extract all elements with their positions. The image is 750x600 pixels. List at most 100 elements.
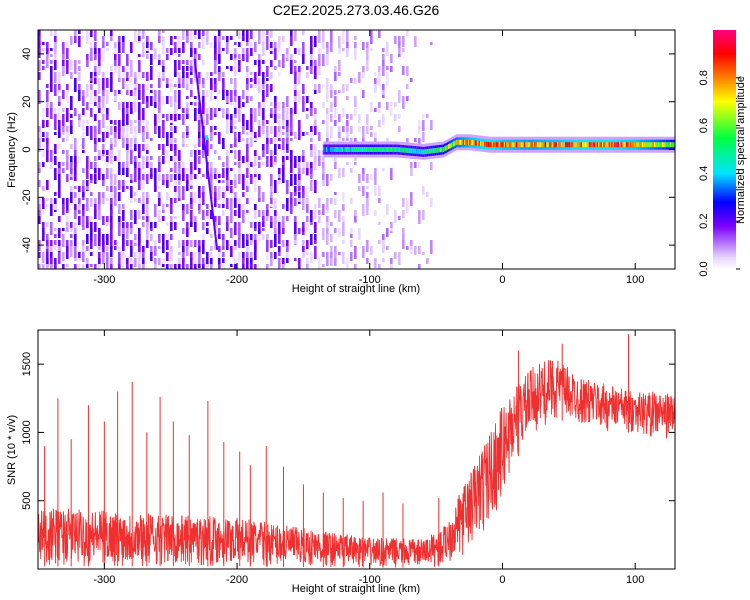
heatmap-cell xyxy=(238,204,241,218)
heatmap-cell xyxy=(290,30,293,41)
heatmap-cell xyxy=(346,96,349,100)
heatmap-cell xyxy=(50,240,53,248)
heatmap-cell xyxy=(534,142,536,148)
heatmap-cell xyxy=(338,138,341,144)
heatmap-cell xyxy=(94,96,97,103)
heatmap-cell xyxy=(74,234,77,247)
heatmap-cell xyxy=(254,222,257,229)
heatmap-cell xyxy=(178,264,181,269)
heatmap-cell xyxy=(110,174,113,184)
heatmap-cell xyxy=(414,36,417,47)
heatmap-cell xyxy=(186,228,189,237)
heatmap-cell xyxy=(74,192,77,198)
heatmap-cell xyxy=(258,174,261,180)
heatmap-cell xyxy=(82,192,85,197)
heatmap-cell xyxy=(222,204,225,208)
heatmap-cell xyxy=(222,162,225,167)
heatmap-cell xyxy=(421,149,424,155)
heatmap-cell xyxy=(54,42,57,56)
heatmap-cell xyxy=(178,60,181,70)
heatmap-cell xyxy=(310,102,313,110)
heatmap-cell xyxy=(230,54,233,60)
heatmap-cell xyxy=(392,147,394,152)
heatmap-cell xyxy=(74,30,77,39)
heatmap-cell xyxy=(142,210,145,214)
heatmap-cell xyxy=(358,228,361,240)
heatmap-cell xyxy=(350,168,353,173)
heatmap-cell xyxy=(86,264,89,268)
heatmap-cell xyxy=(334,156,337,163)
heatmap-cell xyxy=(206,138,209,151)
heatmap-cell xyxy=(138,234,141,245)
heatmap-cell xyxy=(374,72,377,76)
heatmap-cell xyxy=(298,48,301,55)
heatmap-cell xyxy=(138,258,141,269)
colorbar-tick-label: 0.2 xyxy=(698,214,710,229)
heatmap-cell xyxy=(651,142,653,148)
heatmap-cell xyxy=(182,162,185,170)
heatmap-cell xyxy=(42,48,45,51)
heatmap-cell xyxy=(234,264,237,269)
heatmap-cell xyxy=(246,186,249,192)
heatmap-cell xyxy=(465,139,467,145)
heatmap-cell xyxy=(150,96,153,106)
heatmap-cell xyxy=(178,72,181,82)
heatmap-cell xyxy=(422,132,425,142)
heatmap-cell xyxy=(70,240,73,250)
heatmap-cell xyxy=(62,252,65,261)
heatmap-cell xyxy=(362,204,365,216)
heatmap-cell xyxy=(250,252,253,262)
heatmap-cell xyxy=(70,114,73,118)
heatmap-cell xyxy=(162,240,165,253)
heatmap-cell xyxy=(350,228,353,235)
heatmap-cell xyxy=(314,126,317,135)
heatmap-cell xyxy=(430,240,433,254)
heatmap-cell xyxy=(218,246,221,255)
heatmap-cell xyxy=(162,72,165,78)
heatmap-cell xyxy=(66,198,69,212)
heatmap-cell xyxy=(274,138,277,149)
heatmap-cell xyxy=(234,150,237,159)
heatmap-cell xyxy=(270,252,273,260)
heatmap-cell xyxy=(222,258,225,263)
heatmap-cell xyxy=(342,240,345,244)
heatmap-cell xyxy=(134,132,137,141)
heatmap-cell xyxy=(338,168,341,178)
heatmap-cell xyxy=(46,150,49,162)
heatmap-cell xyxy=(262,150,265,157)
heatmap-cell xyxy=(258,78,261,84)
colorbar-tick-label: 0.0 xyxy=(698,261,710,276)
heatmap-cell xyxy=(122,162,125,169)
heatmap-cell xyxy=(632,142,635,148)
heatmap-cell xyxy=(302,228,305,232)
heatmap-cell xyxy=(134,216,137,220)
heatmap-cell xyxy=(624,142,627,148)
heatmap-cell xyxy=(166,114,169,121)
heatmap-cell xyxy=(266,126,269,134)
heatmap-cell xyxy=(166,264,169,269)
heatmap-cell xyxy=(434,147,437,153)
heatmap-cell xyxy=(214,126,217,130)
heatmap-cell xyxy=(210,108,213,120)
heatmap-cell xyxy=(38,204,41,212)
heatmap-cell xyxy=(391,147,393,152)
heatmap-cell xyxy=(138,198,141,203)
heatmap-cell xyxy=(78,84,81,94)
heatmap-cell xyxy=(274,114,277,123)
heatmap-cell xyxy=(226,150,229,159)
heatmap-cell xyxy=(230,240,233,251)
heatmap-cell xyxy=(42,186,45,191)
heatmap-cell xyxy=(226,222,229,231)
heatmap-cell xyxy=(536,142,539,148)
heatmap-cell xyxy=(122,66,125,73)
heatmap-cell xyxy=(234,126,237,129)
heatmap-cell xyxy=(526,142,528,148)
heatmap-cell xyxy=(266,144,269,154)
heatmap-cell xyxy=(506,142,508,148)
heatmap-cell xyxy=(170,174,173,182)
heatmap-cell xyxy=(322,30,325,44)
heatmap-cell xyxy=(42,144,45,157)
heatmap-cell xyxy=(158,126,161,138)
heatmap-cell xyxy=(278,258,281,269)
heatmap-cell xyxy=(426,192,429,197)
